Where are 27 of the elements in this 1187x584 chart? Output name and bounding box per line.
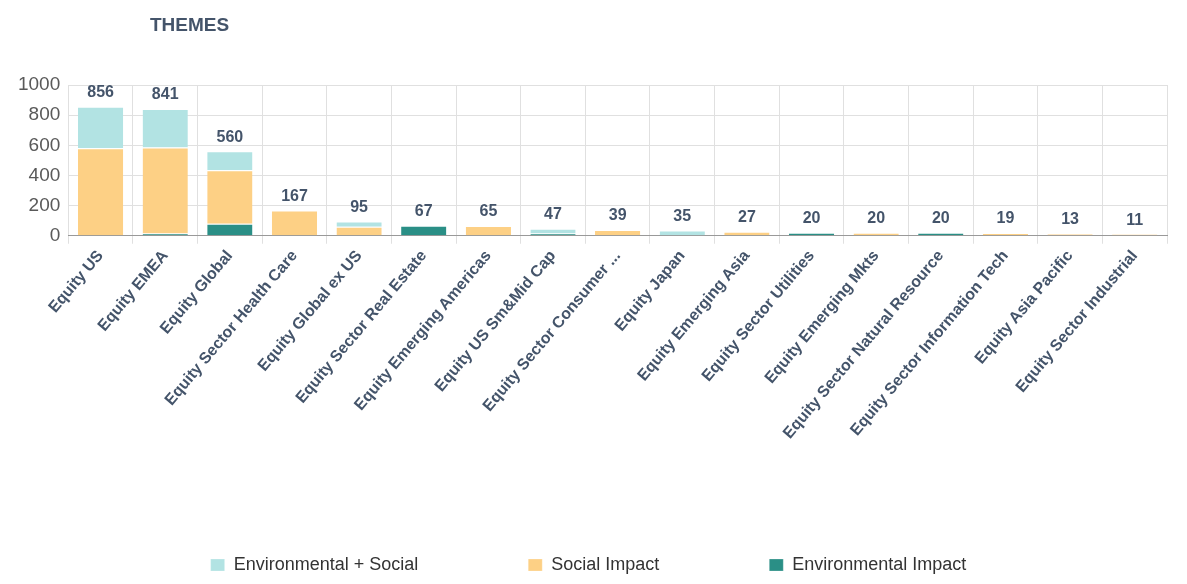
total-label: 65: [479, 202, 498, 220]
total-label: 856: [87, 83, 115, 101]
legend-label: Social Impact: [551, 553, 660, 574]
total-label: 841: [151, 85, 179, 103]
y-tick-label: 200: [28, 193, 61, 215]
total-label: 13: [1061, 210, 1080, 228]
total-label: 39: [608, 206, 627, 224]
total-label: 27: [738, 208, 756, 226]
total-label: 20: [867, 209, 886, 227]
total-label: 560: [216, 127, 244, 145]
total-label: 35: [673, 206, 692, 224]
total-label: 20: [931, 209, 950, 227]
total-label: 11: [1126, 210, 1144, 228]
total-label: 95: [350, 197, 369, 215]
legend-label: Environmental + Social: [233, 553, 419, 574]
y-tick-label: 400: [28, 163, 61, 185]
y-tick-label: 600: [28, 133, 61, 155]
total-label: 19: [996, 209, 1015, 227]
y-tick-label: 800: [28, 103, 61, 125]
total-label: 20: [802, 209, 821, 227]
chart-title: THEMES: [150, 14, 230, 36]
y-tick-label: 1000: [17, 73, 61, 95]
total-label: 47: [544, 205, 562, 223]
y-tick-label: 0: [49, 223, 61, 245]
total-label: 67: [414, 202, 433, 220]
legend-label: Environmental Impact: [792, 553, 967, 574]
total-label: 167: [281, 186, 308, 204]
